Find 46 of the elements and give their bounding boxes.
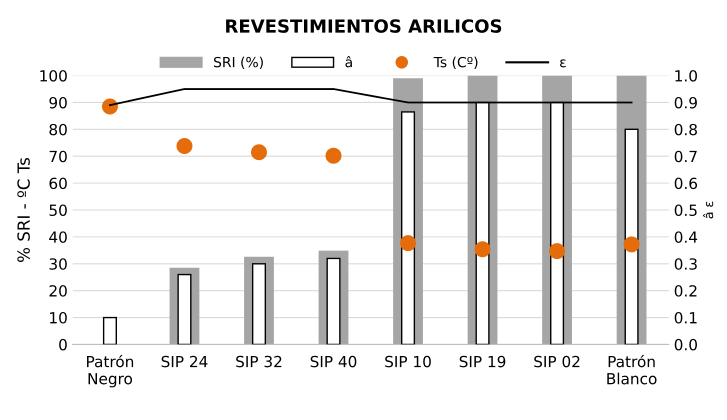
x-tick-label: Patrón Negro <box>87 354 134 388</box>
y-tick-label: 0 <box>59 338 67 350</box>
y-tick-label: 20 <box>50 285 67 297</box>
y2-axis-title: â ε <box>703 202 714 218</box>
legend-label: ε <box>560 59 566 68</box>
y2-tick-label: 0.4 <box>674 231 698 243</box>
legend-label: â <box>345 56 352 68</box>
y2-tick-label: 1.0 <box>675 70 697 82</box>
y-tick-label: 50 <box>50 204 67 216</box>
point <box>251 144 267 160</box>
chart-title: REVESTIMIENTOS ARILICOS <box>226 19 502 33</box>
x-tick-label: SIP 19 <box>460 356 506 368</box>
point <box>549 243 566 260</box>
y2-tick-label: 0.1 <box>674 312 697 324</box>
y-tick-label: 40 <box>49 231 67 243</box>
y2-tick-label: 0.3 <box>674 258 697 270</box>
x-tick-label: SIP 02 <box>534 356 580 368</box>
y2-tick-label: 0.8 <box>674 124 697 136</box>
y-tick-label: 60 <box>49 178 67 190</box>
y2-tick-label: 0.9 <box>674 96 697 108</box>
y2-tick-label: 0.0 <box>674 338 697 350</box>
y-tick-label: 30 <box>50 258 67 270</box>
x-tick-label: SIP 10 <box>385 356 431 368</box>
point <box>474 241 491 258</box>
y-tick-label: 70 <box>50 150 67 162</box>
y-axis-title: % SRI - ºC Ts <box>17 158 30 262</box>
y-tick-label: 90 <box>49 96 67 108</box>
point <box>102 98 118 114</box>
x-tick-label: Patrón Blanco <box>607 354 657 384</box>
y2-tick-label: 0.2 <box>674 285 696 297</box>
x-tick-label: SIP 40 <box>310 356 356 368</box>
y2-tick-label: 0.5 <box>674 204 697 216</box>
y-tick-label: 100 <box>40 70 67 82</box>
legend-label: Ts (Cº) <box>434 56 478 69</box>
y2-tick-label: 0.6 <box>674 178 698 190</box>
point <box>400 235 416 252</box>
y2-tick-label: 0.7 <box>674 150 697 162</box>
y-tick-label: 80 <box>49 124 67 136</box>
x-tick-label: SIP 32 <box>236 356 282 368</box>
x-tick-label: SIP 24 <box>162 356 208 368</box>
point <box>176 138 192 154</box>
point <box>326 148 342 164</box>
y-tick-label: 10 <box>50 312 67 324</box>
legend-label: SRI (%) <box>214 56 263 69</box>
bar <box>102 316 117 344</box>
point <box>624 236 640 252</box>
